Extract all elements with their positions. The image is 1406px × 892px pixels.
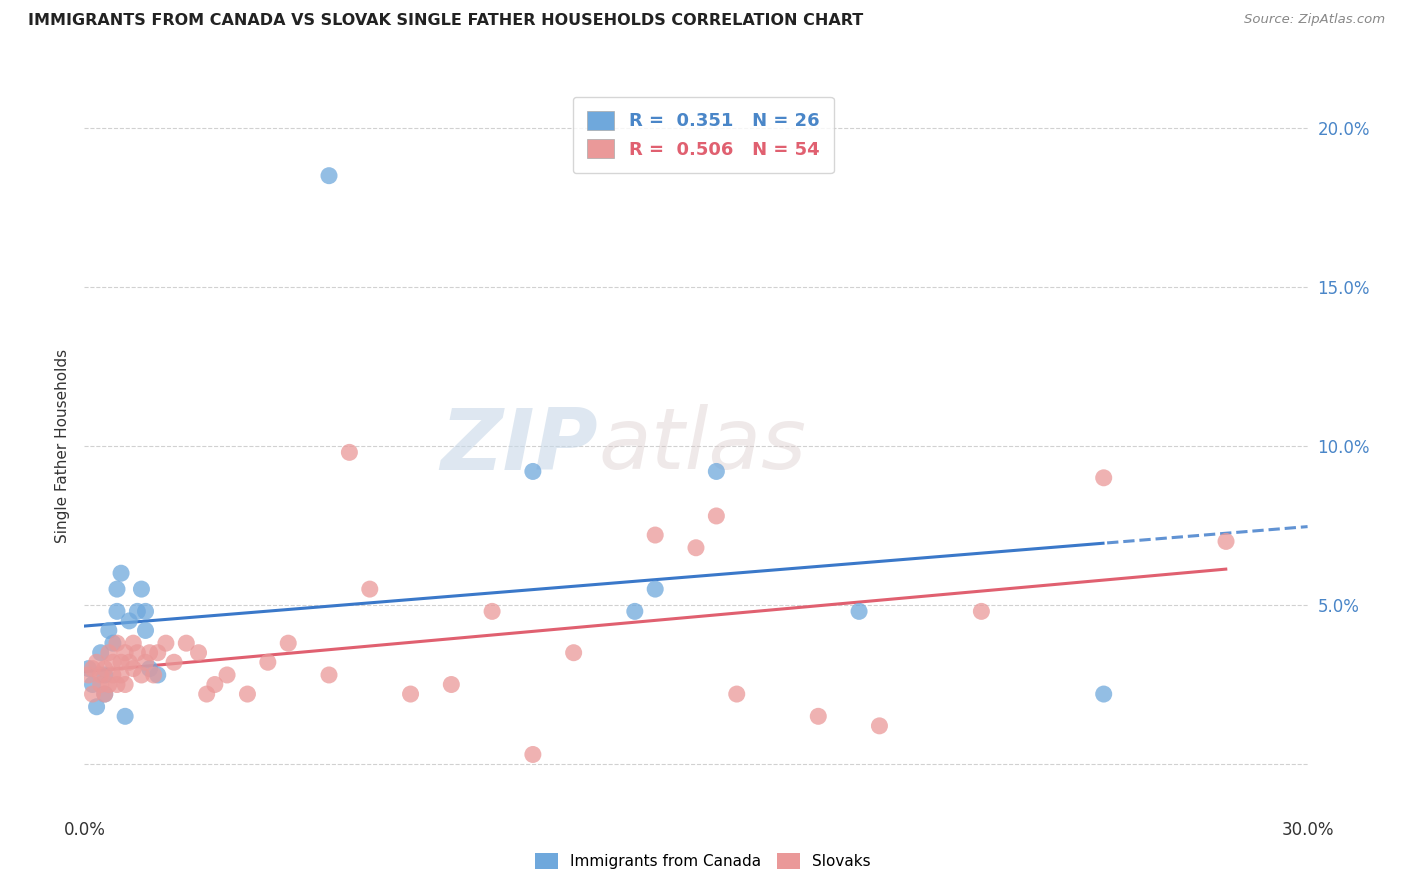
Point [110,655,132,669]
Point [318,668,340,682]
Point [1215,534,1237,549]
Point [105,636,128,650]
Text: Source: ZipAtlas.com: Source: ZipAtlas.com [1244,13,1385,27]
Point [685,541,707,555]
Point [339,445,361,459]
Point [93,662,115,676]
Point [101,636,124,650]
Point [706,508,728,523]
Point [440,677,463,691]
Point [644,582,666,596]
Point [131,582,153,596]
Y-axis label: Single Father Households: Single Father Households [55,349,70,543]
Point [138,662,160,676]
Point [869,719,891,733]
Point [146,668,169,682]
Point [97,624,120,638]
Point [97,646,120,660]
Point [970,604,993,618]
Point [1092,471,1115,485]
Point [90,668,112,682]
Point [127,604,149,618]
Point [86,699,108,714]
Point [127,646,149,660]
Point [110,668,132,682]
Point [114,709,136,723]
Point [187,646,209,660]
Point [105,582,128,596]
Point [217,668,239,682]
Legend: R =  0.351   N = 26, R =  0.506   N = 54: R = 0.351 N = 26, R = 0.506 N = 54 [572,96,834,173]
Point [93,668,115,682]
Point [101,668,124,682]
Point [204,677,226,691]
Point [135,624,157,638]
Point [277,636,299,650]
Point [93,687,115,701]
Point [522,465,544,479]
Point [131,668,153,682]
Point [90,677,112,691]
Text: ZIP: ZIP [440,404,598,488]
Legend: Immigrants from Canada, Slovaks: Immigrants from Canada, Slovaks [529,847,877,875]
Point [807,709,830,723]
Point [562,646,585,660]
Point [118,614,141,628]
Point [174,636,197,650]
Point [146,646,169,660]
Point [118,655,141,669]
Point [114,677,136,691]
Point [644,528,666,542]
Point [481,604,503,618]
Point [82,662,104,676]
Point [142,668,165,682]
Point [122,662,145,676]
Point [318,169,340,183]
Point [138,646,160,660]
Point [236,687,259,701]
Point [399,687,422,701]
Point [195,687,218,701]
Point [90,646,112,660]
Point [706,465,728,479]
Point [122,636,145,650]
Point [82,677,104,691]
Point [93,687,115,701]
Point [624,604,647,618]
Point [155,636,177,650]
Point [725,687,748,701]
Point [1092,687,1115,701]
Point [359,582,381,596]
Point [82,687,104,701]
Point [101,655,124,669]
Point [135,604,157,618]
Point [86,655,108,669]
Point [77,668,100,682]
Point [163,655,186,669]
Point [522,747,544,762]
Point [848,604,870,618]
Text: atlas: atlas [598,404,806,488]
Point [135,655,157,669]
Point [77,662,100,676]
Point [114,646,136,660]
Point [110,566,132,581]
Text: IMMIGRANTS FROM CANADA VS SLOVAK SINGLE FATHER HOUSEHOLDS CORRELATION CHART: IMMIGRANTS FROM CANADA VS SLOVAK SINGLE … [28,13,863,29]
Point [257,655,280,669]
Point [105,677,128,691]
Point [97,677,120,691]
Point [105,604,128,618]
